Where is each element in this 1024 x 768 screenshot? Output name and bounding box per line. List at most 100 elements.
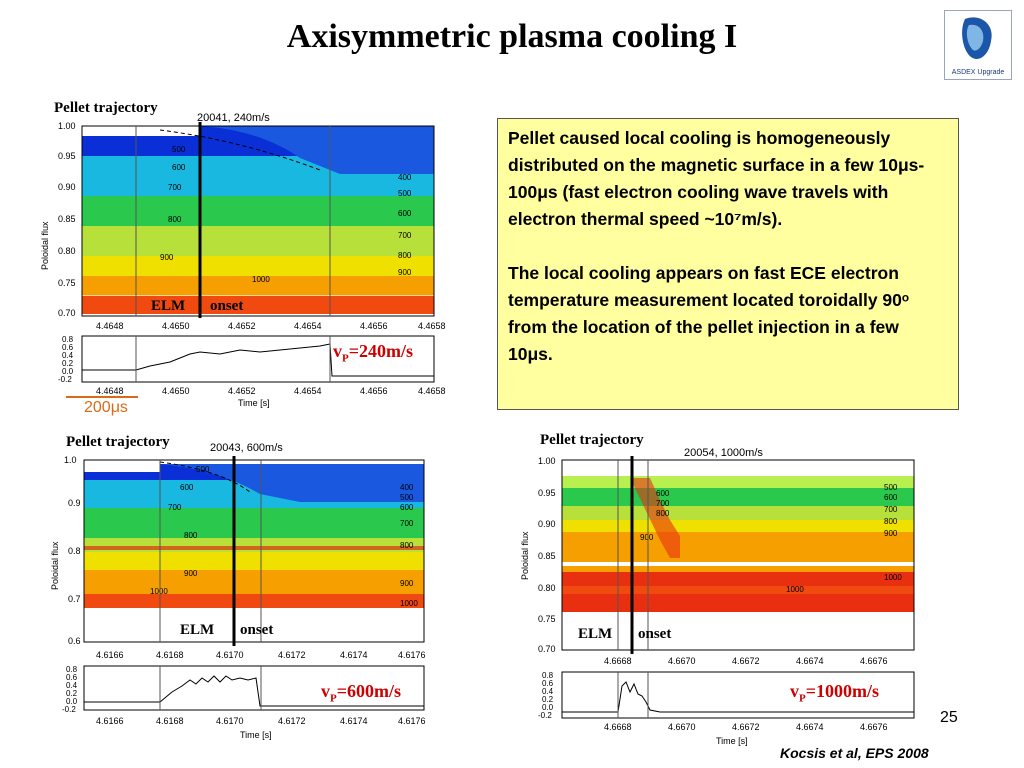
chart-2-contour-labels: 500 600 700 800 900 1000 400 500 600 700… <box>150 465 418 608</box>
trace-y-tick: 0.4 <box>66 681 78 690</box>
contour-label: 800 <box>656 509 670 518</box>
chart-3-xlabel: Time [s] <box>716 736 748 746</box>
chart-1-trace-x-ticks: 4.4648 4.4650 4.4652 4.4654 4.4656 4.465… <box>96 386 446 396</box>
contour-label: 600 <box>884 493 898 502</box>
y-tick: 0.80 <box>538 583 556 593</box>
chart-3-x-ticks: 4.6668 4.6670 4.6672 4.6674 4.6676 <box>604 656 888 666</box>
x-tick: 4.6668 <box>604 722 632 732</box>
y-tick: 0.70 <box>538 644 556 654</box>
y-tick: 0.8 <box>68 546 81 556</box>
trace-y-tick: 0.0 <box>62 367 74 376</box>
onset-label-2: onset <box>240 622 274 638</box>
elm-label-1: ELM <box>151 298 186 314</box>
x-tick: 4.6172 <box>278 716 306 726</box>
contour-label: 700 <box>400 519 414 528</box>
chart-2-frame <box>83 459 425 643</box>
chart-2-trace-line <box>84 675 424 707</box>
x-tick: 4.6168 <box>156 650 184 660</box>
x-tick: 4.6176 <box>398 716 426 726</box>
x-tick: 4.6170 <box>216 716 244 726</box>
x-tick: 4.6668 <box>604 656 632 666</box>
page-number: 25 <box>940 709 958 726</box>
chart-1-trace-y-ticks: 0.8 0.6 0.4 0.2 0.0 -0.2 <box>58 335 74 384</box>
y-tick: 0.6 <box>68 636 81 646</box>
contour-label: 800 <box>398 251 412 260</box>
velocity-label-3: vP=1000m/s <box>790 681 879 705</box>
contour-label: 500 <box>398 189 412 198</box>
x-tick: 4.6672 <box>732 656 760 666</box>
trace-y-tick: 0.8 <box>542 671 554 680</box>
x-tick: 4.6166 <box>96 650 124 660</box>
contour-label: 800 <box>184 531 198 540</box>
contour-label: 600 <box>172 163 186 172</box>
y-tick: 1.00 <box>538 456 556 466</box>
pellet-trajectory-label-3: Pellet trajectory <box>540 432 644 448</box>
contour-label: 800 <box>168 215 182 224</box>
chart-1-xlabel: Time [s] <box>238 398 270 408</box>
y-tick: 0.95 <box>58 151 76 161</box>
onset-label-3: onset <box>638 626 672 642</box>
trace-y-tick: 0.8 <box>62 335 74 344</box>
y-tick: 0.9 <box>68 498 81 508</box>
chart-1-trace-frame <box>81 335 435 383</box>
contour-label: 500 <box>884 483 898 492</box>
x-tick: 4.4658 <box>418 321 446 331</box>
y-tick: 1.0 <box>64 455 77 465</box>
x-tick: 4.6674 <box>796 722 824 732</box>
x-tick: 4.4658 <box>418 386 446 396</box>
y-tick: 0.85 <box>58 214 76 224</box>
x-tick: 4.4656 <box>360 321 388 331</box>
contour-label: 900 <box>640 533 654 542</box>
contour-label: 800 <box>400 541 414 550</box>
x-tick: 4.6172 <box>278 650 306 660</box>
y-tick: 0.95 <box>538 488 556 498</box>
chart-3: 20054, 1000m/s 600 700 800 900 1000 500 … <box>520 447 915 746</box>
trace-y-tick: 0.4 <box>62 351 74 360</box>
chart-3-ylabel: Poloidal flux <box>520 531 530 580</box>
x-tick: 4.4648 <box>96 386 124 396</box>
x-tick: 4.6168 <box>156 716 184 726</box>
chart-2-trace-x-ticks: 4.6166 4.6168 4.6170 4.6172 4.6174 4.617… <box>96 716 426 726</box>
x-tick: 4.6674 <box>796 656 824 666</box>
x-tick: 4.6174 <box>340 650 368 660</box>
x-tick: 4.4652 <box>228 386 256 396</box>
contour-label: 600 <box>398 209 412 218</box>
contour-label: 1000 <box>884 573 902 582</box>
contour-label: 1000 <box>786 585 804 594</box>
trace-y-tick: 0.2 <box>62 359 74 368</box>
trace-y-tick: 0.2 <box>66 689 78 698</box>
contour-label: 700 <box>168 183 182 192</box>
x-tick: 4.6676 <box>860 722 888 732</box>
y-tick: 0.90 <box>538 519 556 529</box>
x-tick: 4.6176 <box>398 650 426 660</box>
contour-label: 400 <box>400 483 414 492</box>
chart-2-heatmap <box>84 461 424 608</box>
chart-2-trace-frame <box>83 665 425 711</box>
citation: Kocsis et al, EPS 2008 <box>780 745 929 761</box>
x-tick: 4.6166 <box>96 716 124 726</box>
onset-label-1: onset <box>210 298 244 314</box>
contour-label: 1000 <box>150 587 168 596</box>
trace-y-tick: -0.2 <box>538 711 552 720</box>
contour-label: 900 <box>884 529 898 538</box>
chart-2-ylabel: Poloidal flux <box>50 541 60 590</box>
x-tick: 4.4656 <box>360 386 388 396</box>
x-tick: 4.4650 <box>162 321 190 331</box>
x-tick: 4.6670 <box>668 722 696 732</box>
trace-y-tick: -0.2 <box>58 375 72 384</box>
contour-label: 900 <box>160 253 174 262</box>
chart-1-trace-line <box>82 343 434 377</box>
scale-label: 200μs <box>84 399 128 416</box>
contour-label: 600 <box>400 503 414 512</box>
velocity-label-2: vP=600m/s <box>321 681 401 705</box>
y-tick: 0.7 <box>68 594 81 604</box>
y-tick: 0.75 <box>538 614 556 624</box>
logo-text: ASDEX Upgrade <box>951 69 1005 76</box>
contour-label: 500 <box>400 493 414 502</box>
x-tick: 4.6174 <box>340 716 368 726</box>
chart-2: 20043, 600m/s 500 600 700 800 900 1000 4… <box>50 442 426 740</box>
slide-title: Axisymmetric plasma cooling I <box>286 18 738 55</box>
x-tick: 4.4648 <box>96 321 124 331</box>
trace-y-tick: -0.2 <box>62 705 76 714</box>
scale-bar <box>66 396 138 398</box>
